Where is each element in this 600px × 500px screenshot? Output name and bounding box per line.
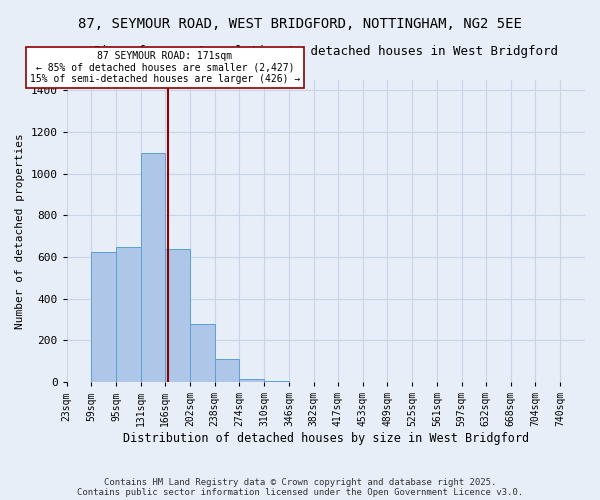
Bar — [190, 324, 215, 382]
Text: Contains HM Land Registry data © Crown copyright and database right 2025.
Contai: Contains HM Land Registry data © Crown c… — [77, 478, 523, 497]
Bar — [239, 379, 264, 382]
Bar — [264, 381, 289, 382]
Bar — [165, 249, 190, 382]
Bar — [141, 153, 165, 382]
Bar — [91, 252, 116, 382]
X-axis label: Distribution of detached houses by size in West Bridgford: Distribution of detached houses by size … — [123, 432, 529, 445]
Title: Size of property relative to detached houses in West Bridgford: Size of property relative to detached ho… — [93, 45, 558, 58]
Y-axis label: Number of detached properties: Number of detached properties — [15, 133, 25, 329]
Text: 87, SEYMOUR ROAD, WEST BRIDGFORD, NOTTINGHAM, NG2 5EE: 87, SEYMOUR ROAD, WEST BRIDGFORD, NOTTIN… — [78, 18, 522, 32]
Bar — [116, 246, 141, 382]
Bar — [215, 359, 239, 382]
Text: 87 SEYMOUR ROAD: 171sqm
← 85% of detached houses are smaller (2,427)
15% of semi: 87 SEYMOUR ROAD: 171sqm ← 85% of detache… — [30, 51, 300, 84]
